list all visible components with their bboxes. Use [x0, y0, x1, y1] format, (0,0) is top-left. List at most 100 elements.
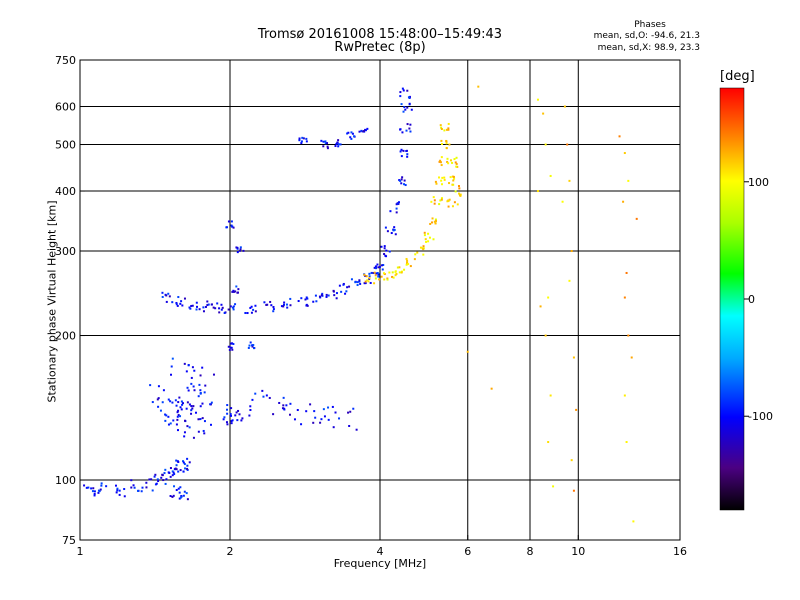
echo-point	[395, 207, 398, 210]
echo-point	[404, 184, 407, 187]
echo-point	[419, 246, 422, 249]
echo-point	[399, 95, 402, 98]
echo-point	[167, 415, 170, 418]
echo-point	[408, 95, 411, 98]
echo-point	[446, 160, 449, 163]
echo-point	[183, 490, 186, 493]
echo-point	[306, 297, 309, 300]
echo-point	[179, 406, 182, 409]
echo-point	[180, 408, 183, 411]
echo-point	[630, 356, 633, 359]
echo-point	[349, 136, 352, 139]
echo-point	[414, 253, 417, 256]
echo-point	[305, 296, 308, 299]
echo-point	[172, 419, 175, 422]
echo-point	[148, 478, 151, 481]
echo-point	[225, 408, 228, 411]
echo-point	[536, 98, 539, 101]
echo-point	[433, 202, 436, 205]
echo-point	[179, 302, 182, 305]
echo-point	[248, 414, 251, 417]
echo-point	[250, 305, 253, 308]
echo-point	[320, 294, 323, 297]
x-tick-label: 8	[527, 545, 534, 558]
echo-point	[359, 282, 362, 285]
echo-point	[186, 401, 189, 404]
echo-point	[251, 398, 254, 401]
echo-point	[168, 295, 171, 298]
echo-point	[190, 405, 193, 408]
echo-point	[326, 142, 329, 145]
echo-point	[297, 300, 300, 303]
echo-point	[395, 211, 398, 214]
echo-point	[349, 410, 352, 413]
echo-point	[409, 123, 412, 126]
echo-point	[160, 476, 163, 479]
echo-point	[230, 422, 233, 425]
echo-point	[627, 334, 630, 337]
echo-point	[563, 105, 566, 108]
echo-point	[241, 417, 244, 420]
echo-point	[324, 140, 327, 143]
echo-point	[171, 301, 174, 304]
echo-point	[396, 202, 399, 205]
echo-point	[203, 391, 206, 394]
echo-point	[403, 179, 406, 182]
echo-point	[186, 386, 189, 389]
echo-point	[392, 229, 395, 232]
echo-point	[175, 489, 178, 492]
echo-point	[401, 131, 404, 134]
echo-point	[400, 182, 403, 185]
echo-point	[353, 135, 356, 138]
echo-point	[175, 404, 178, 407]
y-axis-label: Stationary phase Virtual Height [km]	[45, 200, 59, 403]
echo-point	[364, 282, 367, 285]
echo-point	[239, 246, 242, 249]
echo-point	[154, 473, 157, 476]
echo-point	[326, 147, 329, 150]
echo-point	[254, 304, 257, 307]
echo-point	[218, 307, 221, 310]
echo-point	[272, 306, 275, 309]
echo-point	[232, 308, 235, 311]
echo-point	[361, 130, 364, 133]
echo-point	[197, 395, 200, 398]
echo-point	[199, 405, 202, 408]
echo-point	[347, 411, 350, 414]
echo-point	[536, 190, 539, 193]
echo-point	[191, 366, 194, 369]
echo-point	[183, 435, 186, 438]
x-tick-label: 16	[673, 545, 687, 558]
echo-point	[490, 387, 493, 390]
echo-point	[344, 292, 347, 295]
echo-point	[391, 271, 394, 274]
echo-point	[234, 414, 237, 417]
echo-point	[374, 274, 377, 277]
echo-point	[380, 275, 383, 278]
echo-point	[227, 220, 230, 223]
echo-point	[623, 296, 626, 299]
echo-point	[192, 385, 195, 388]
echo-point	[85, 486, 88, 489]
echo-point	[409, 130, 412, 133]
echo-point	[247, 346, 250, 349]
echo-point	[178, 396, 181, 399]
echo-point	[440, 198, 443, 201]
echo-point	[358, 279, 361, 282]
echo-point	[246, 312, 249, 315]
colorbar-tick-label: 0	[748, 293, 755, 306]
echo-point	[181, 403, 184, 406]
echo-point	[348, 424, 351, 427]
echo-point	[233, 290, 236, 293]
echo-point	[177, 460, 180, 463]
echo-point	[244, 312, 247, 315]
colorbar-tick-label: -100	[748, 410, 773, 423]
echo-point	[236, 419, 239, 422]
echo-point	[165, 294, 168, 297]
echo-point	[235, 285, 238, 288]
echo-point	[407, 96, 410, 99]
echo-point	[388, 271, 391, 274]
echo-point	[406, 155, 409, 158]
echo-point	[477, 85, 480, 88]
